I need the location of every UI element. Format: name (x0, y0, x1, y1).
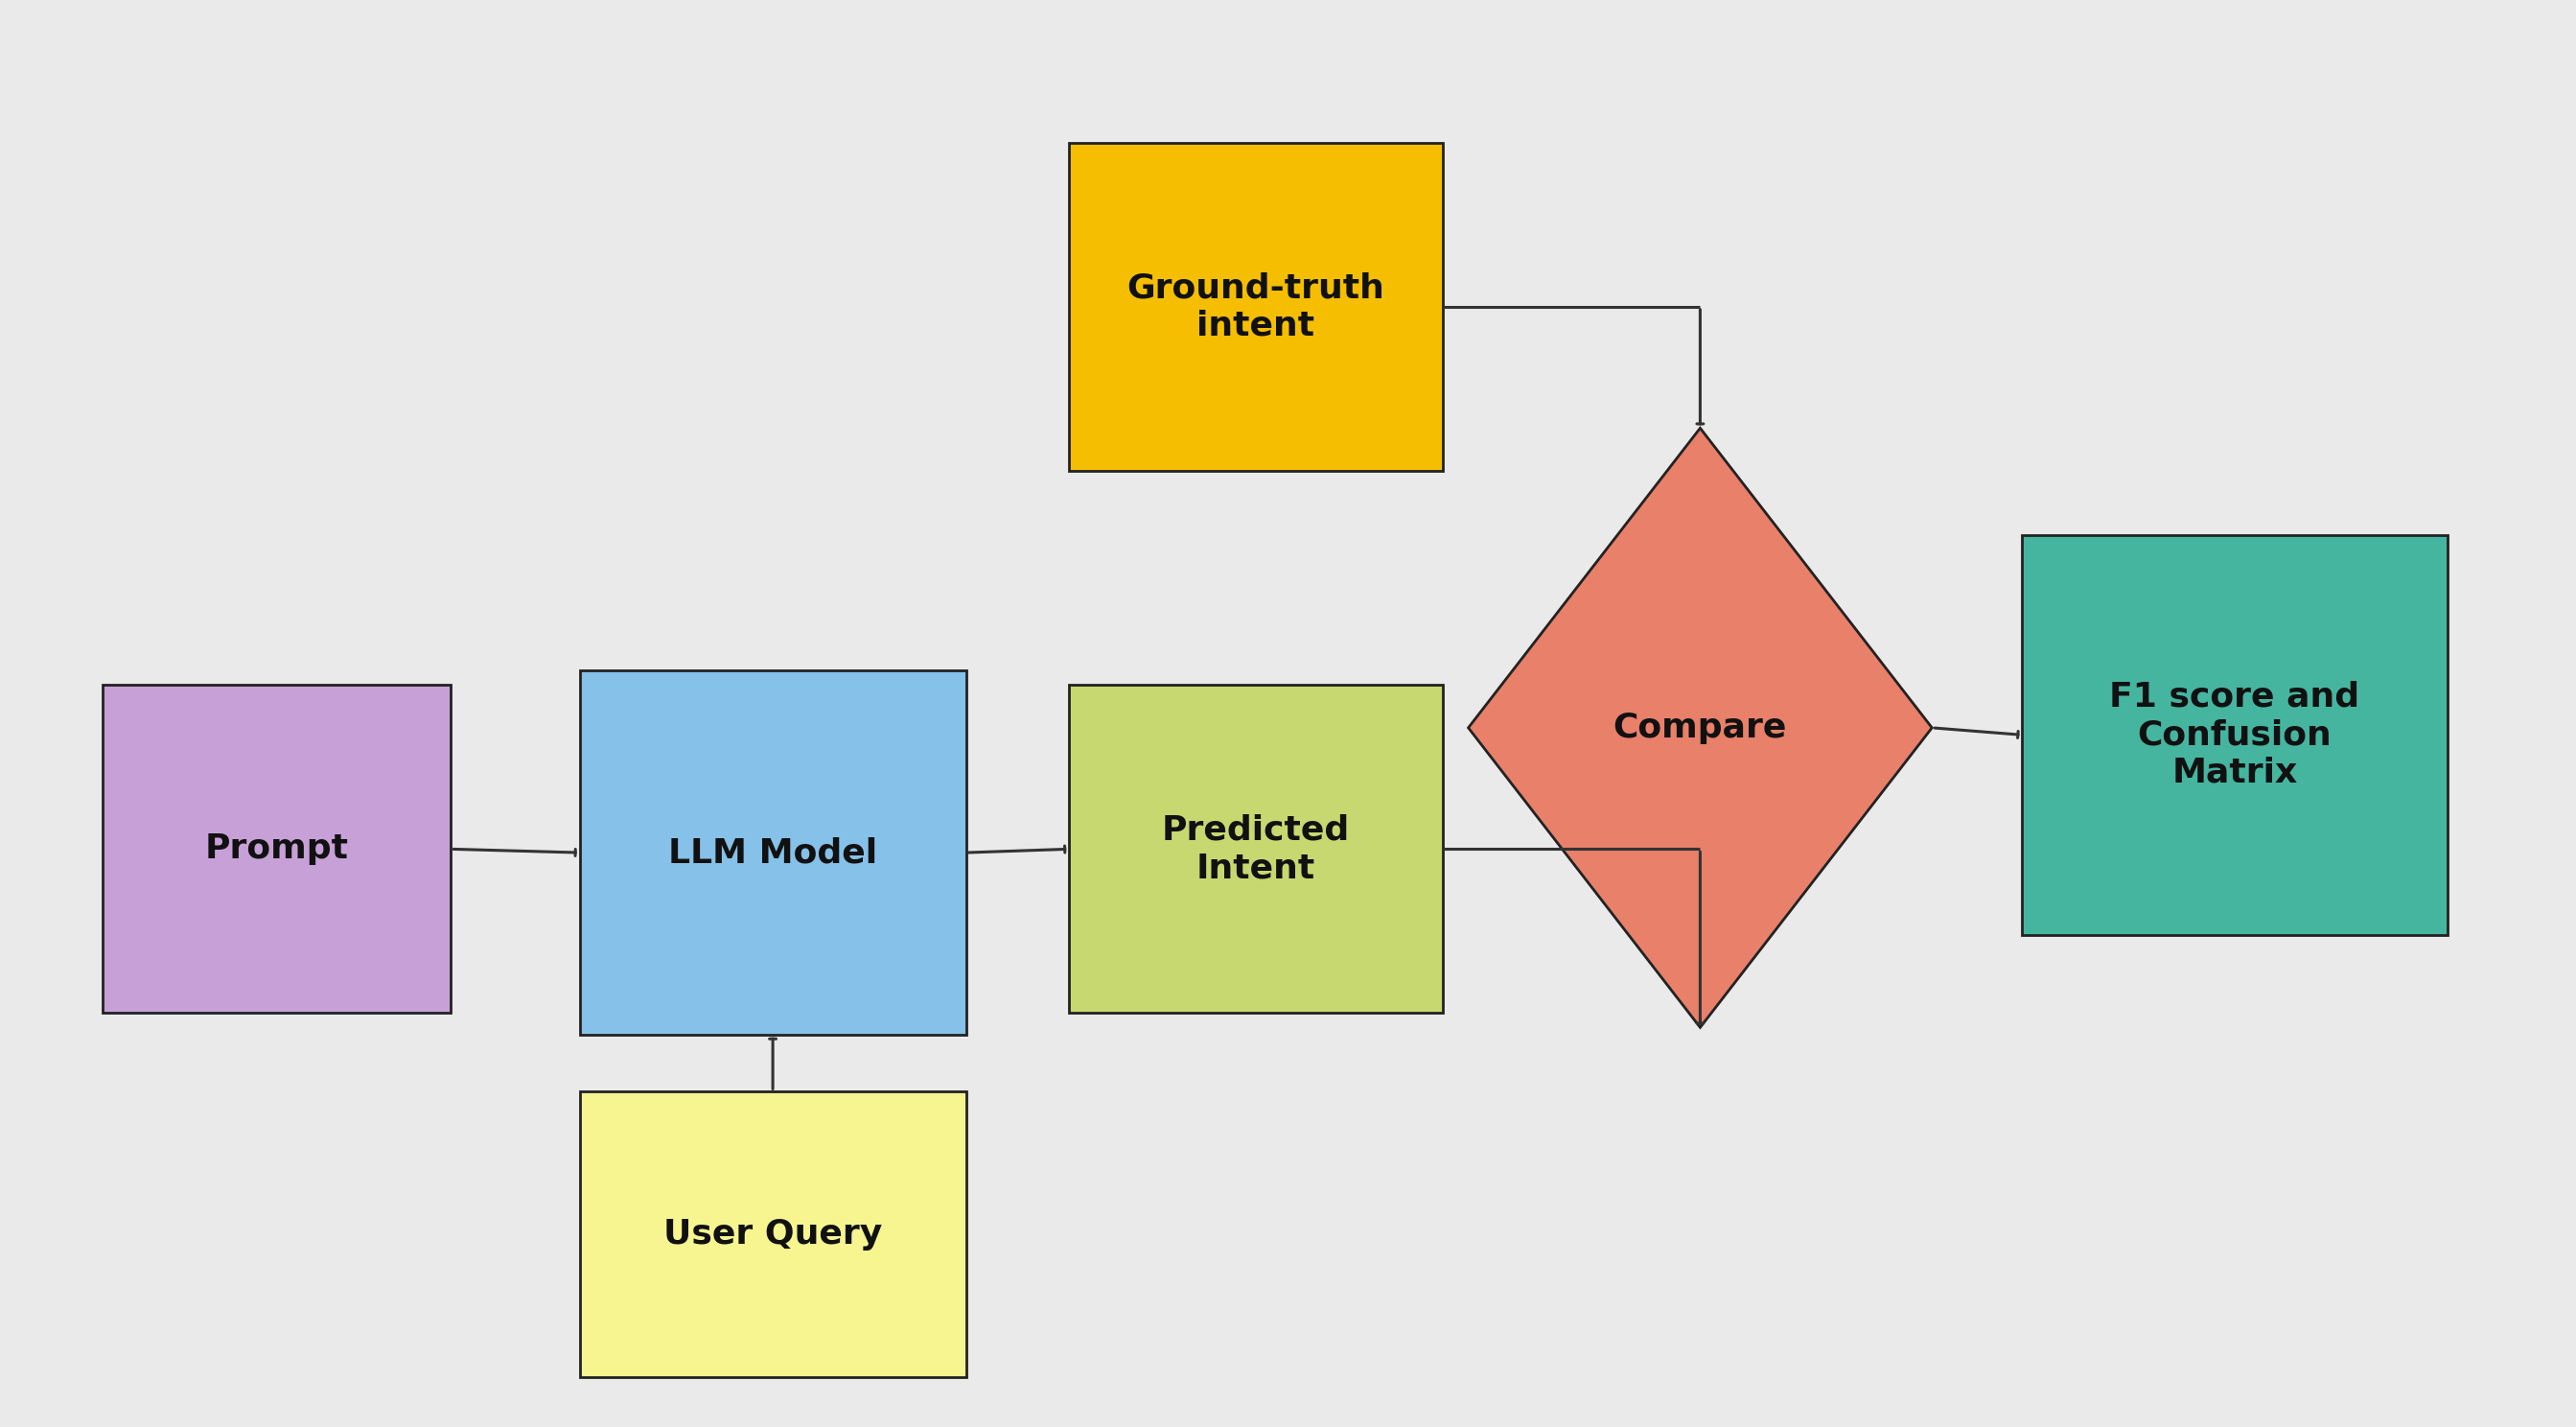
FancyBboxPatch shape (580, 1092, 966, 1377)
Text: Compare: Compare (1613, 712, 1788, 743)
Text: User Query: User Query (665, 1219, 881, 1250)
Text: Prompt: Prompt (206, 833, 348, 865)
FancyBboxPatch shape (1069, 143, 1443, 471)
FancyBboxPatch shape (103, 685, 451, 1013)
FancyBboxPatch shape (580, 671, 966, 1035)
FancyBboxPatch shape (2022, 535, 2447, 935)
Polygon shape (1468, 428, 1932, 1027)
Text: Predicted
Intent: Predicted Intent (1162, 813, 1350, 885)
Text: F1 score and
Confusion
Matrix: F1 score and Confusion Matrix (2110, 681, 2360, 789)
Text: Ground-truth
intent: Ground-truth intent (1126, 271, 1386, 342)
FancyBboxPatch shape (1069, 685, 1443, 1013)
Text: LLM Model: LLM Model (667, 836, 878, 869)
